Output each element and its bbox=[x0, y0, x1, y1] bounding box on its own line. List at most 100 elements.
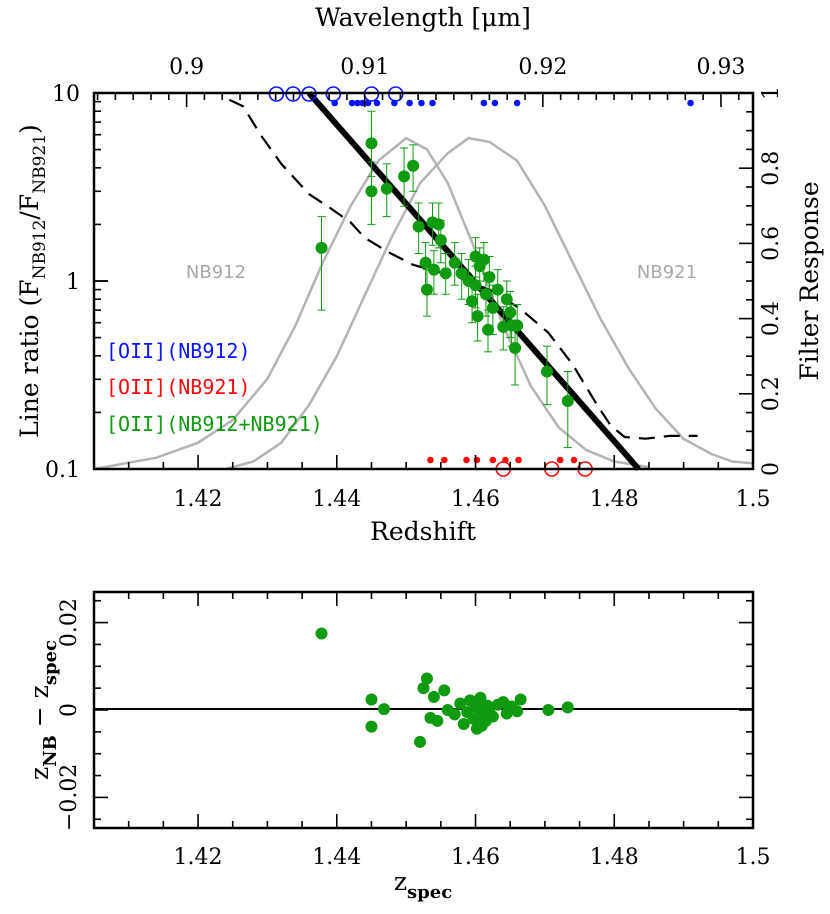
y2-tick-label: 0 bbox=[759, 462, 784, 476]
nb912-marker bbox=[354, 99, 361, 107]
bottom-axis-ticks: 1.42 1.44 1.46 1.48 1.5 −0.02 0 0.02 bbox=[57, 592, 771, 870]
data-point bbox=[483, 271, 496, 284]
zspec-tick-label: 1.42 bbox=[174, 845, 223, 870]
residual-point bbox=[511, 705, 524, 718]
nb912-filter-label: NB912 bbox=[186, 262, 246, 283]
zspec-tick-label: 1.5 bbox=[736, 845, 771, 870]
data-point bbox=[479, 288, 492, 301]
nb912-marker bbox=[480, 99, 488, 107]
y-tick-label: 0.1 bbox=[45, 458, 80, 483]
wavelength-tick-label: 0.9 bbox=[169, 55, 204, 80]
y-tick-label: 1 bbox=[66, 270, 80, 295]
data-point bbox=[511, 319, 524, 332]
nb912-marker bbox=[491, 99, 499, 107]
data-point bbox=[448, 256, 461, 269]
data-point bbox=[419, 256, 432, 269]
data-point bbox=[315, 241, 328, 254]
y-tick-label: 10 bbox=[52, 82, 80, 107]
residual-point bbox=[514, 693, 527, 706]
nb921-filter-curve bbox=[225, 136, 754, 471]
residual-point bbox=[448, 708, 461, 721]
data-point bbox=[466, 295, 479, 308]
residual-point bbox=[457, 717, 470, 730]
data-point bbox=[432, 218, 445, 231]
residual-point bbox=[365, 720, 378, 733]
nb921-marker bbox=[441, 456, 448, 464]
zspec-tick-label: 1.48 bbox=[590, 845, 639, 870]
residual-point bbox=[454, 697, 467, 710]
data-point bbox=[420, 283, 433, 296]
data-point bbox=[509, 342, 522, 355]
x-tick-label: 1.42 bbox=[174, 487, 223, 512]
y2-axis-label: Filter Response bbox=[795, 181, 824, 380]
residual-tick-label: 0.02 bbox=[57, 598, 82, 647]
top-x-axis-label: Wavelength [μm] bbox=[315, 3, 531, 32]
data-point bbox=[380, 182, 393, 195]
data-point bbox=[471, 310, 484, 323]
legend-both: [OII](NB912+NB921) bbox=[106, 412, 323, 436]
data-point bbox=[412, 220, 425, 233]
data-point bbox=[398, 170, 411, 183]
filter-curves bbox=[93, 136, 754, 471]
nb912-marker bbox=[348, 99, 356, 107]
x-tick-label: 1.46 bbox=[451, 487, 500, 512]
line-ratio-panel: 1.42 1.44 1.46 1.48 1.50.9 0.91 0.92 0.930.1110… bbox=[15, 3, 824, 546]
data-point bbox=[455, 267, 468, 280]
zspec-axis-label: zspec bbox=[394, 867, 452, 903]
nb912-marker bbox=[406, 99, 413, 107]
data-point bbox=[434, 234, 447, 247]
residual-point bbox=[474, 691, 487, 704]
residual-point bbox=[420, 672, 433, 685]
residual-point bbox=[377, 703, 390, 716]
data-point bbox=[407, 159, 420, 172]
nb921-marker bbox=[463, 456, 470, 464]
y2-tick-label: 0.4 bbox=[759, 301, 784, 336]
residual-tick-label: −0.02 bbox=[57, 764, 82, 831]
data-point bbox=[365, 137, 378, 150]
residual-tick-label: 0 bbox=[57, 703, 82, 717]
residual-point bbox=[561, 701, 574, 714]
y2-tick-label: 0.2 bbox=[759, 376, 784, 411]
data-points bbox=[315, 137, 574, 407]
data-point bbox=[439, 267, 452, 280]
y2-tick-label: 1 bbox=[759, 86, 784, 100]
data-point bbox=[477, 253, 490, 266]
data-point bbox=[504, 306, 517, 319]
dashed-model-line bbox=[228, 98, 698, 440]
data-point bbox=[365, 185, 378, 198]
error-bars bbox=[317, 110, 572, 449]
data-point bbox=[491, 283, 504, 296]
residual-point bbox=[438, 684, 451, 697]
nb912-marker bbox=[687, 99, 694, 107]
data-point bbox=[500, 293, 513, 306]
data-point bbox=[561, 394, 574, 407]
x-tick-label: 1.48 bbox=[590, 487, 639, 512]
nb912-marker bbox=[513, 99, 521, 107]
data-point bbox=[482, 323, 495, 336]
residual-point bbox=[486, 710, 499, 723]
zspec-tick-label: 1.44 bbox=[312, 845, 361, 870]
legend-nb912: [OII](NB912) bbox=[106, 339, 251, 363]
nb912-marker bbox=[418, 99, 425, 107]
data-point bbox=[469, 279, 482, 292]
residual-point bbox=[431, 714, 444, 727]
nb912-filter-curve bbox=[93, 136, 650, 471]
residual-point bbox=[365, 693, 378, 706]
wavelength-tick-label: 0.91 bbox=[340, 55, 389, 80]
x-tick-label: 1.44 bbox=[312, 487, 361, 512]
residual-point bbox=[315, 627, 328, 640]
residual-point bbox=[427, 690, 440, 703]
nb921-marker bbox=[570, 456, 578, 464]
data-point bbox=[486, 301, 499, 314]
nb921-marker bbox=[489, 456, 497, 464]
residual-point bbox=[542, 704, 555, 716]
nb912-marker bbox=[429, 99, 436, 107]
nb921-marker bbox=[427, 456, 434, 464]
y2-tick-label: 0.6 bbox=[759, 226, 784, 261]
x-tick-label: 1.5 bbox=[736, 487, 771, 512]
zspec-tick-label: 1.46 bbox=[451, 845, 500, 870]
y-axis-label: Line ratio (FNB912/FNB921) bbox=[15, 124, 50, 438]
data-point bbox=[540, 365, 553, 378]
nb912-marker bbox=[373, 99, 381, 107]
